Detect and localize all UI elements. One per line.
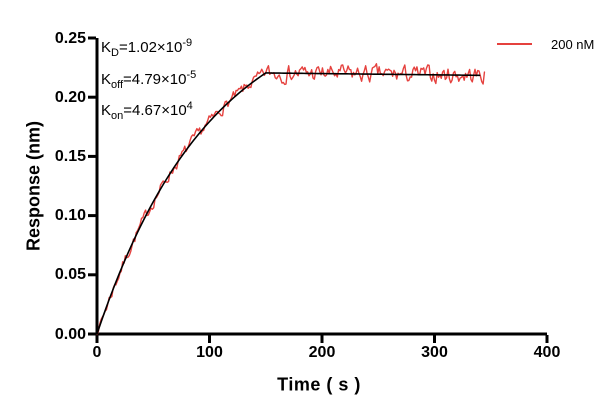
kd-value: KD=1.02×10-9 (101, 33, 196, 65)
kinetics-annotation: KD=1.02×10-9 Koff=4.79×10-5 Kon=4.67×104 (101, 33, 196, 128)
response-curve (96, 63, 486, 336)
y-tick-label: 0.15 (54, 147, 86, 165)
y-tick-label: 0.10 (54, 207, 86, 225)
x-axis-title: Time ( s ) (277, 374, 361, 395)
annotation-exp: -5 (186, 68, 197, 81)
legend-label: 200 nM (551, 36, 595, 52)
legend: 200 nM (497, 36, 594, 52)
annotation-exp: 4 (186, 100, 193, 112)
annotation-mid: =4.79×10 (123, 70, 187, 88)
annotation-base: K (101, 102, 112, 119)
y-axis-title: Response (nm) (23, 120, 44, 252)
x-tick-label: 0 (92, 344, 102, 361)
y-tick-label: 0.20 (54, 88, 86, 106)
y-tick-label: 0.25 (54, 29, 86, 47)
annotation-sub: on (111, 110, 124, 122)
koff-value: Koff=4.79×10-5 (101, 65, 196, 97)
annotation-base: K (101, 39, 112, 56)
kon-value: Kon=4.67×104 (101, 96, 196, 128)
annotation-mid: =4.67×10 (123, 102, 187, 119)
legend-line-swatch (497, 43, 532, 45)
annotation-mid: =1.02×10 (118, 39, 183, 56)
annotation-exp: -9 (182, 37, 193, 49)
annotation-sub: D (111, 47, 119, 59)
x-tick-label: 200 (308, 344, 336, 361)
annotation-sub: off (111, 78, 124, 91)
annotation-base: K (101, 70, 112, 88)
y-tick-label: 0.00 (54, 325, 86, 343)
y-tick-label: 0.05 (54, 266, 86, 284)
x-tick-label: 100 (196, 344, 223, 361)
x-tick-label: 400 (533, 344, 561, 361)
x-tick-label: 300 (421, 344, 448, 361)
fit-curve (96, 72, 481, 335)
